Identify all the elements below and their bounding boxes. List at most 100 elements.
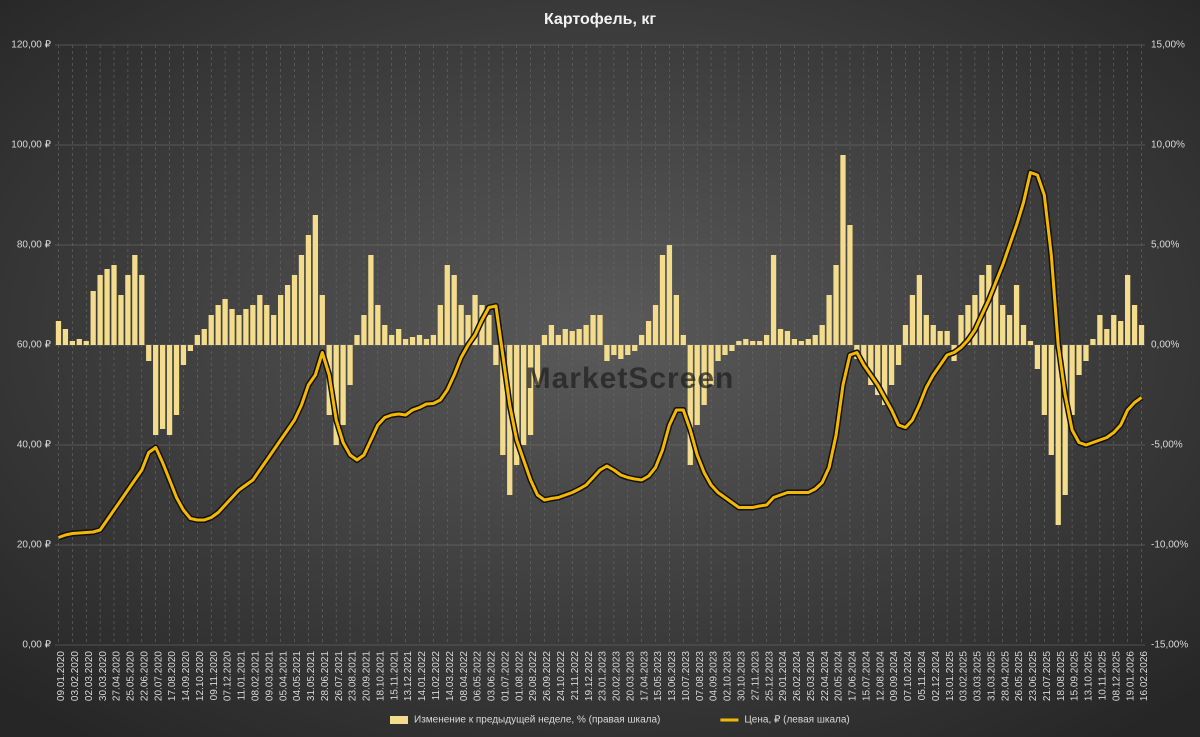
bar [1027, 341, 1034, 345]
x-tick-label: 03.06.2022 [487, 651, 498, 701]
y-tick-label: 100,00 ₽ [11, 140, 51, 151]
bar [389, 335, 395, 345]
x-tick-label: 18.10.2021 [375, 651, 386, 701]
bar [562, 329, 568, 345]
bar [673, 295, 680, 345]
bar [958, 315, 964, 345]
bar [583, 325, 589, 345]
bar [423, 339, 430, 345]
x-tick-label: 22.04.2024 [820, 651, 831, 701]
x-tick-label: 13.12.2021 [403, 651, 414, 701]
x-tick-label: 11.01.2021 [237, 651, 248, 701]
bar [618, 345, 624, 359]
x-tick-label: 17.04.2023 [639, 651, 650, 701]
x-tick-label: 22.06.2020 [139, 651, 150, 701]
x-tick-label: 14.03.2022 [445, 651, 456, 701]
bar [90, 291, 96, 345]
x-tick-label: 29.08.2022 [528, 651, 539, 701]
bar [409, 337, 416, 345]
bar [368, 255, 374, 345]
y2-tick-label: -15,00% [1151, 640, 1188, 651]
bar [229, 309, 235, 345]
bar [1041, 345, 1047, 415]
bar [146, 345, 152, 361]
chart-title: Картофель, кг [544, 11, 656, 28]
bar [243, 309, 249, 345]
y2-tick-label: 10,00% [1151, 140, 1185, 151]
x-tick-label: 03.03.2025 [973, 651, 984, 701]
bar [604, 345, 610, 361]
bar [576, 329, 582, 345]
x-tick-label: 08.02.2021 [251, 651, 262, 701]
bar [125, 275, 131, 345]
x-tick-label: 26.07.2021 [334, 651, 345, 701]
watermark: MarketScreen [526, 362, 735, 395]
bar [534, 345, 541, 385]
bar [812, 335, 818, 345]
bar [298, 255, 305, 345]
bar [208, 315, 214, 345]
x-tick-label: 05.11.2024 [917, 651, 928, 701]
bar [416, 335, 423, 345]
bar [861, 345, 867, 365]
x-tick-label: 20.05.2024 [834, 651, 845, 701]
bar [97, 275, 103, 345]
bar [284, 285, 291, 345]
x-tick-label: 20.02.2023 [612, 651, 623, 701]
x-tick-label: 15.07.2024 [861, 651, 872, 701]
bar [375, 305, 381, 345]
bar [1090, 339, 1096, 345]
legend-label: Изменение к предыдущей неделе, % (правая… [414, 715, 660, 726]
legend-swatch [390, 716, 408, 724]
bar [104, 269, 110, 345]
bar [743, 339, 749, 345]
x-tick-label: 04.05.2021 [292, 651, 303, 701]
x-tick-label: 09.11.2020 [209, 651, 220, 701]
bar [798, 341, 804, 345]
bar [444, 265, 450, 345]
x-tick-label: 17.06.2024 [848, 651, 859, 701]
bar [62, 329, 69, 345]
x-tick-label: 07.10.2024 [903, 651, 914, 701]
bar [277, 295, 284, 345]
bar [666, 245, 673, 345]
bar [458, 305, 464, 345]
bar [402, 339, 409, 345]
bar [236, 315, 242, 345]
bar [833, 265, 839, 345]
x-tick-label: 28.06.2021 [320, 651, 331, 701]
bar [451, 275, 457, 345]
bar [965, 305, 971, 345]
x-tick-label: 11.02.2022 [431, 651, 442, 701]
x-tick-label: 08.12.2025 [1111, 651, 1122, 701]
bar [111, 265, 117, 345]
bar [590, 315, 596, 345]
x-tick-label: 15.05.2023 [653, 651, 664, 701]
bar [257, 295, 263, 345]
bar [430, 335, 437, 345]
y2-tick-label: 0,00% [1151, 340, 1179, 351]
bar [1125, 275, 1131, 345]
x-tick-label: 24.10.2022 [556, 651, 567, 701]
bar [465, 315, 471, 345]
bar [312, 215, 318, 345]
bar [69, 341, 75, 345]
x-tick-label: 20.03.2023 [625, 651, 636, 701]
y2-tick-label: 15,00% [1151, 40, 1185, 51]
x-tick-label: 26.09.2022 [542, 651, 553, 701]
x-tick-label: 26.05.2025 [1014, 651, 1025, 701]
bar [888, 345, 895, 385]
bar [83, 341, 89, 345]
x-tick-label: 25.03.2024 [806, 651, 817, 701]
bar [1069, 345, 1075, 415]
bar [382, 325, 388, 345]
bar [750, 341, 756, 345]
bar [937, 331, 943, 345]
x-tick-label: 19.01.2026 [1125, 651, 1136, 701]
bar [271, 315, 277, 345]
y-tick-label: 120,00 ₽ [11, 40, 51, 51]
x-tick-label: 26.02.2024 [792, 651, 803, 701]
bar [1104, 329, 1110, 345]
